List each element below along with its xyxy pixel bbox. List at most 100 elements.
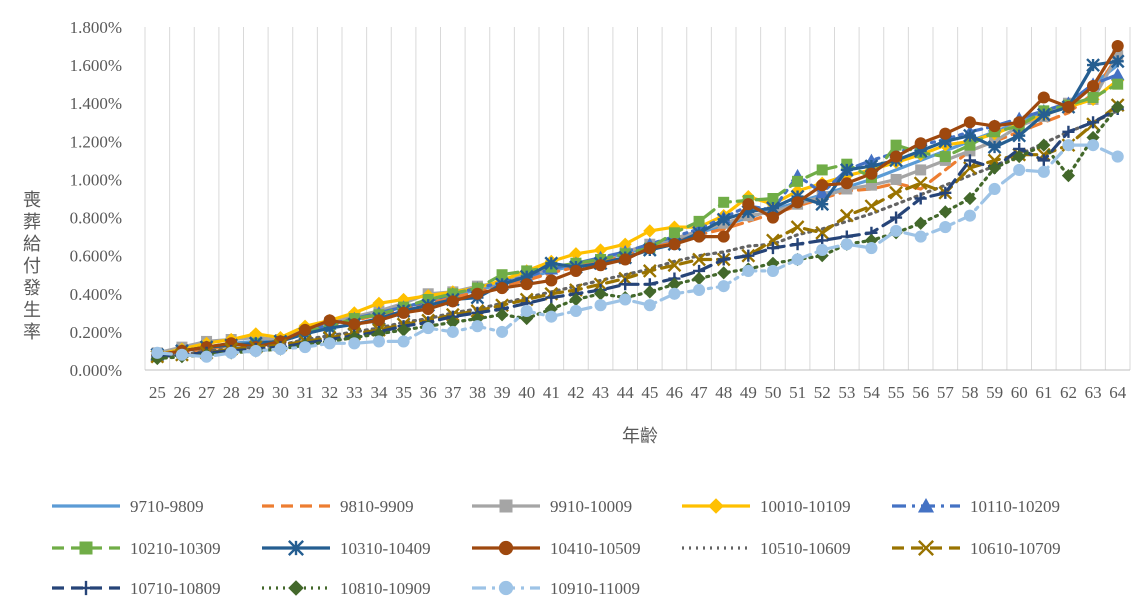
series-line xyxy=(155,82,1120,359)
data-point xyxy=(693,215,705,227)
y-tick-label: 1.600% xyxy=(70,56,122,75)
data-point xyxy=(914,230,927,243)
data-point xyxy=(741,204,756,219)
legend-entry: 10510-10609 xyxy=(682,539,851,558)
data-point xyxy=(667,277,682,291)
y-tick-label: 0.000% xyxy=(70,361,122,380)
x-tick-label: 30 xyxy=(272,383,289,402)
data-point xyxy=(1037,154,1050,167)
x-tick-label: 41 xyxy=(543,383,560,402)
data-point xyxy=(918,540,934,556)
x-tick-label: 32 xyxy=(321,383,338,402)
data-point xyxy=(1111,100,1125,114)
data-point xyxy=(594,299,607,312)
data-point xyxy=(963,209,976,222)
data-point xyxy=(865,179,877,191)
x-tick-label: 56 xyxy=(912,383,929,402)
y-axis-title: 喪葬給付發生率 xyxy=(21,190,41,344)
data-point xyxy=(692,271,706,286)
data-point xyxy=(988,120,1001,133)
data-point xyxy=(890,211,903,224)
data-point xyxy=(717,266,731,280)
data-point xyxy=(372,335,385,348)
y-tick-label: 1.800% xyxy=(70,18,122,37)
data-point xyxy=(913,176,928,191)
data-point xyxy=(915,164,927,176)
data-point xyxy=(372,296,386,310)
data-point xyxy=(1111,40,1124,53)
series-line xyxy=(155,107,1120,359)
legend-entry: 10910-11009 xyxy=(472,579,640,598)
data-point xyxy=(471,287,484,300)
data-point xyxy=(708,498,724,514)
x-tick-label: 45 xyxy=(641,383,658,402)
series-lines xyxy=(150,40,1125,366)
data-point xyxy=(816,179,829,192)
data-point xyxy=(889,185,903,200)
data-point xyxy=(890,224,903,237)
data-point xyxy=(816,243,829,256)
data-point xyxy=(1087,80,1100,93)
data-point xyxy=(1110,54,1125,69)
data-point xyxy=(619,293,632,306)
x-tick-label: 57 xyxy=(937,383,955,402)
legend-label: 10710-10809 xyxy=(130,579,221,598)
data-point xyxy=(938,205,952,219)
data-point xyxy=(1013,163,1026,176)
data-point xyxy=(766,211,779,224)
x-tick-label: 63 xyxy=(1085,383,1102,402)
data-point xyxy=(890,173,902,185)
data-point xyxy=(1062,139,1075,152)
x-tick-label: 35 xyxy=(395,383,412,402)
axes: 0.000% 0.200% 0.400% 0.600% 0.800% 1.000% 1.20… xyxy=(70,18,1130,402)
data-point xyxy=(717,280,730,293)
data-point xyxy=(249,344,262,357)
legend-label: 10810-10909 xyxy=(340,579,431,598)
data-point xyxy=(963,116,976,129)
series-line xyxy=(155,109,1120,359)
data-point xyxy=(323,337,336,350)
x-tick-label: 27 xyxy=(198,383,216,402)
data-point xyxy=(1110,67,1125,81)
legend-label: 9810-9909 xyxy=(340,497,414,516)
data-point xyxy=(791,253,804,266)
data-point xyxy=(1012,128,1027,143)
data-point xyxy=(717,253,730,266)
data-point xyxy=(987,161,1002,175)
data-point xyxy=(496,282,509,295)
x-tick-label: 59 xyxy=(986,383,1003,402)
data-point xyxy=(594,259,607,272)
legend: 9710-9809 9810-9909 9910-10009 10010-10109 1… xyxy=(52,497,1061,598)
legend-entry: 10310-10409 xyxy=(262,539,431,558)
data-point xyxy=(815,197,830,212)
data-point xyxy=(643,241,656,255)
legend-label: 9710-9809 xyxy=(130,497,204,516)
data-point xyxy=(288,540,304,556)
data-point xyxy=(913,143,928,158)
data-point xyxy=(1013,116,1026,129)
legend-label: 10410-10509 xyxy=(550,539,641,558)
x-tick-label: 55 xyxy=(888,383,905,402)
y-tick-label: 1.000% xyxy=(70,170,122,189)
x-tick-label: 49 xyxy=(740,383,757,402)
x-tick-label: 48 xyxy=(715,383,732,402)
legend-label: 10510-10609 xyxy=(760,539,851,558)
legend-entry: 10610-10709 xyxy=(892,539,1061,558)
x-tick-label: 42 xyxy=(567,383,584,402)
data-point xyxy=(322,321,337,335)
data-point xyxy=(1086,130,1100,145)
legend-label: 9910-10009 xyxy=(550,497,632,516)
x-tick-label: 62 xyxy=(1060,383,1077,402)
x-tick-label: 37 xyxy=(444,383,462,402)
data-point xyxy=(498,540,514,556)
data-point xyxy=(619,278,632,291)
data-point xyxy=(1037,138,1051,152)
data-point xyxy=(668,238,681,251)
data-point xyxy=(544,256,559,271)
data-point xyxy=(446,295,459,308)
data-point xyxy=(1112,78,1124,90)
data-point xyxy=(520,304,533,317)
data-point xyxy=(643,224,657,238)
series-line xyxy=(155,78,1120,357)
